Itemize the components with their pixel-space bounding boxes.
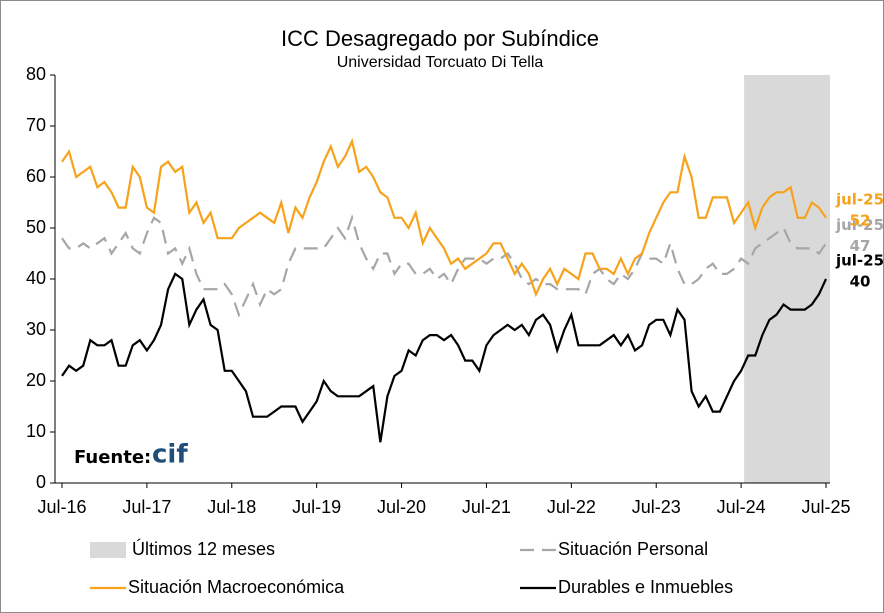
series-line xyxy=(61,137,827,298)
y-tick-label: 10 xyxy=(26,421,46,441)
y-tick-label: 20 xyxy=(26,370,46,390)
end-label-date: jul-25 xyxy=(835,252,884,270)
y-tick-label: 70 xyxy=(26,115,46,135)
x-tick-label: Jul-18 xyxy=(207,497,256,517)
end-label-value: 47 xyxy=(850,237,871,255)
x-tick-label: Jul-20 xyxy=(377,497,426,517)
x-tick-label: Jul-25 xyxy=(801,497,850,517)
y-tick-label: 30 xyxy=(26,319,46,339)
series-line xyxy=(61,272,827,443)
x-tick-label: Jul-22 xyxy=(547,497,596,517)
shade-layer xyxy=(744,75,830,483)
series-line xyxy=(61,214,827,318)
source-logo: cif xyxy=(152,440,188,470)
legend-label: Últimos 12 meses xyxy=(132,538,275,559)
x-tick-label: Jul-23 xyxy=(632,497,681,517)
chart-subtitle: Universidad Torcuato Di Tella xyxy=(337,54,544,71)
legend-swatch xyxy=(90,542,126,558)
end-label-date: jul-25 xyxy=(835,216,884,234)
x-tick-label: Jul-17 xyxy=(122,497,171,517)
shade-region xyxy=(744,75,830,483)
end-label-date: jul-25 xyxy=(835,190,884,208)
source-label: Fuente: xyxy=(74,447,151,468)
y-tick-label: 60 xyxy=(26,166,46,186)
y-tick-label: 50 xyxy=(26,217,46,237)
y-tick-label: 0 xyxy=(36,472,46,492)
x-tick-label: Jul-19 xyxy=(292,497,341,517)
legend-label: Situación Macroeconómica xyxy=(128,577,345,597)
y-tick-label: 40 xyxy=(26,268,46,288)
end-label-value: 52 xyxy=(850,211,871,229)
x-tick-label: Jul-24 xyxy=(717,497,766,517)
x-tick-label: Jul-21 xyxy=(462,497,511,517)
legend-label: Situación Personal xyxy=(558,539,708,559)
chart-title: ICC Desagregado por Subíndice xyxy=(281,26,599,51)
x-tick-label: Jul-16 xyxy=(37,497,86,517)
y-tick-label: 80 xyxy=(26,64,46,84)
legend-label: Durables e Inmuebles xyxy=(558,577,733,597)
end-label-value: 40 xyxy=(850,273,871,291)
